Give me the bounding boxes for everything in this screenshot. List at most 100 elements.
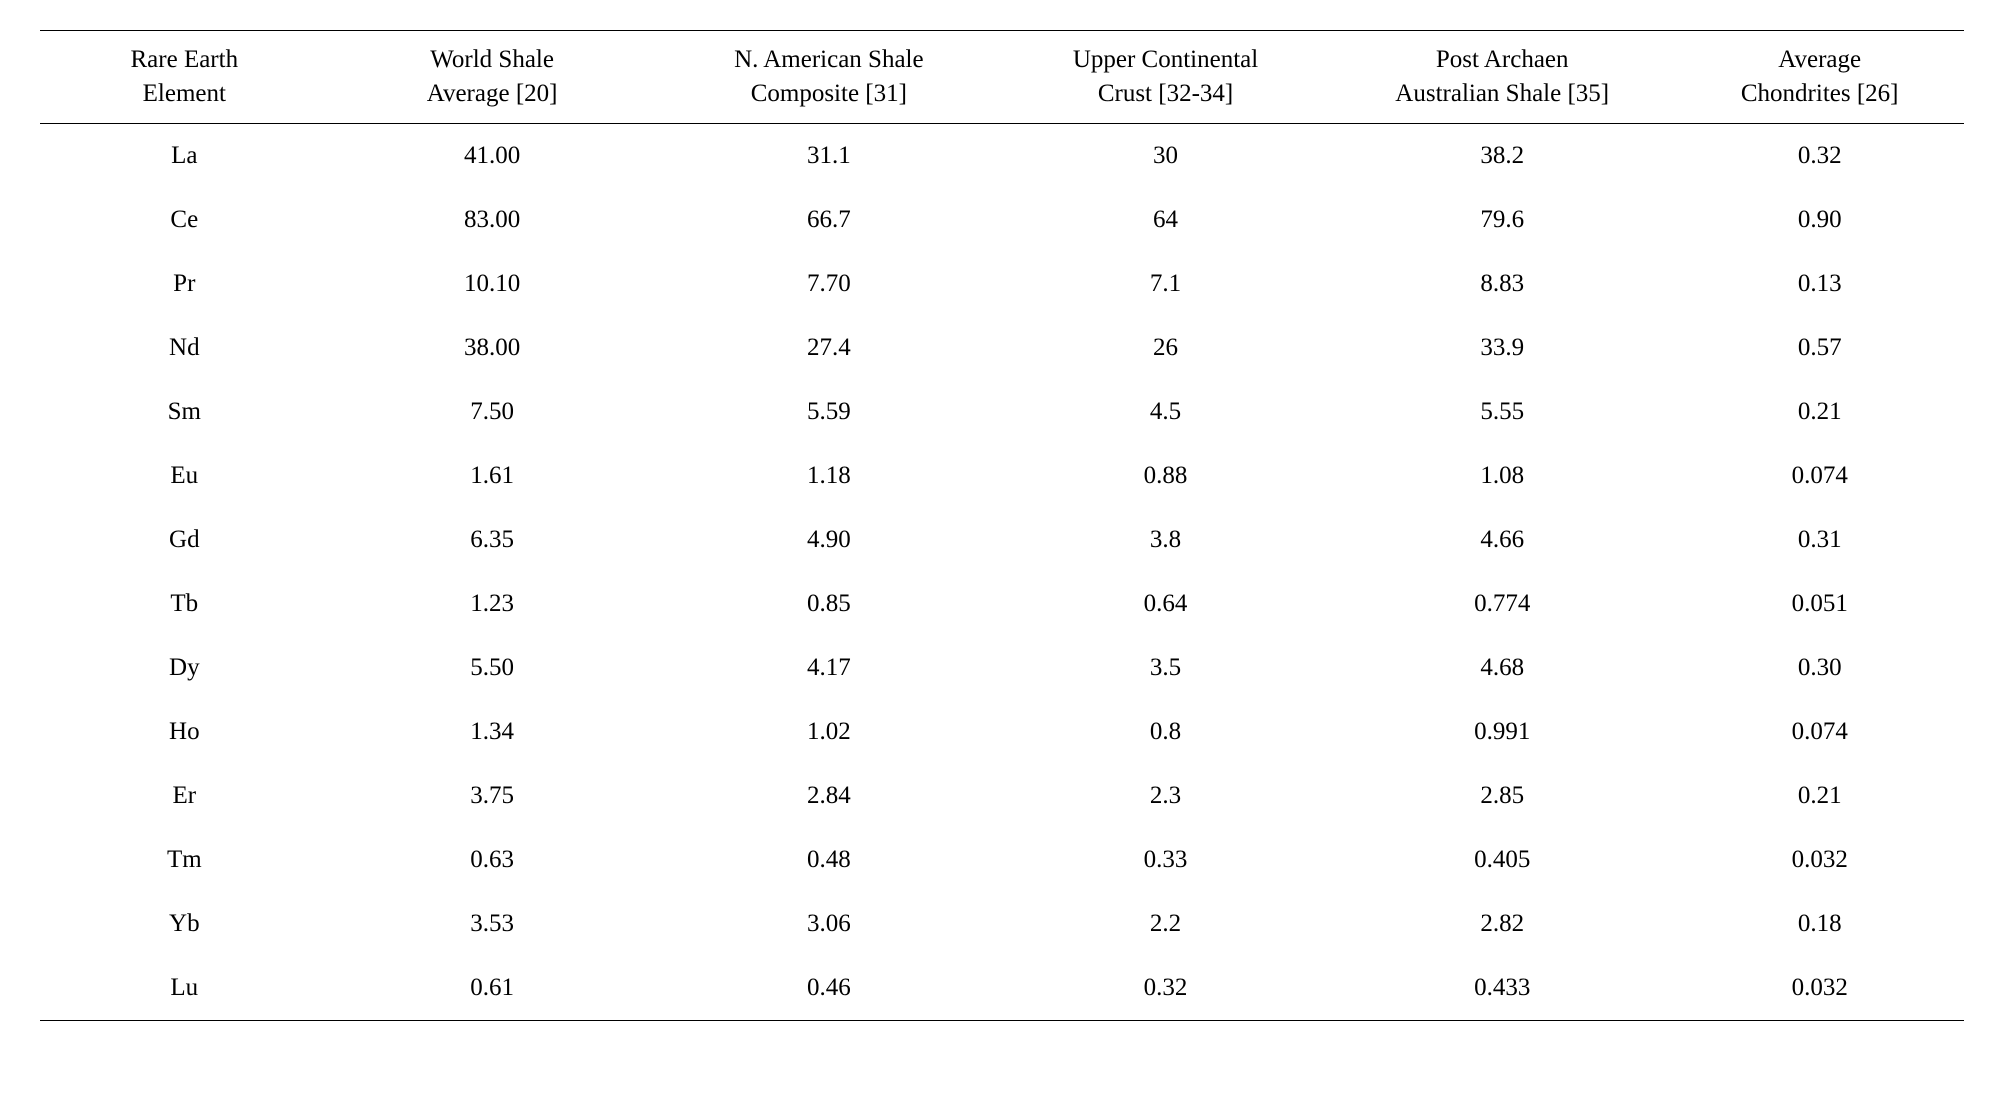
table-body: La41.0031.13038.20.32Ce83.0066.76479.60.… (40, 123, 1964, 1020)
table-cell: 1.08 (1329, 444, 1675, 508)
table-cell: Sm (40, 380, 329, 444)
table-cell: 1.02 (656, 700, 1002, 764)
table-cell: 4.5 (1002, 380, 1329, 444)
table-cell: 0.57 (1675, 316, 1964, 380)
table-cell: 0.8 (1002, 700, 1329, 764)
table-cell: 10.10 (329, 252, 656, 316)
table-cell: 2.2 (1002, 892, 1329, 956)
table-cell: 0.21 (1675, 764, 1964, 828)
table-cell: 0.46 (656, 956, 1002, 1021)
table-cell: 0.30 (1675, 636, 1964, 700)
table-cell: 30 (1002, 123, 1329, 188)
table-row: Gd6.354.903.84.660.31 (40, 508, 1964, 572)
header-line1: Post Archaen (1436, 46, 1569, 73)
header-line1: World Shale (430, 46, 554, 73)
table-cell: Ce (40, 188, 329, 252)
table-cell: 3.53 (329, 892, 656, 956)
table-cell: 0.13 (1675, 252, 1964, 316)
table-cell: 5.50 (329, 636, 656, 700)
table-cell: 2.84 (656, 764, 1002, 828)
table-row: Er3.752.842.32.850.21 (40, 764, 1964, 828)
header-line2: Element (143, 80, 226, 107)
table-cell: 3.5 (1002, 636, 1329, 700)
table-cell: 8.83 (1329, 252, 1675, 316)
table-cell: Eu (40, 444, 329, 508)
table-cell: 33.9 (1329, 316, 1675, 380)
table-cell: 2.3 (1002, 764, 1329, 828)
header-line2: Crust [32-34] (1098, 80, 1233, 107)
header-line1: Average (1778, 46, 1861, 73)
table-cell: Gd (40, 508, 329, 572)
table-header-cell: Rare Earth Element (40, 31, 329, 124)
table-row: Ho1.341.020.80.9910.074 (40, 700, 1964, 764)
table-cell: 0.032 (1675, 956, 1964, 1021)
header-line1: N. American Shale (734, 46, 924, 73)
table-cell: 26 (1002, 316, 1329, 380)
table-header-cell: Upper Continental Crust [32-34] (1002, 31, 1329, 124)
table-cell: 0.074 (1675, 444, 1964, 508)
table-cell: La (40, 123, 329, 188)
table-cell: 4.66 (1329, 508, 1675, 572)
table-cell: 0.074 (1675, 700, 1964, 764)
table-cell: 0.33 (1002, 828, 1329, 892)
table-cell: 7.70 (656, 252, 1002, 316)
table-cell: 0.774 (1329, 572, 1675, 636)
header-line2: Chondrites [26] (1741, 80, 1899, 107)
table-row: Nd38.0027.42633.90.57 (40, 316, 1964, 380)
table-cell: 0.032 (1675, 828, 1964, 892)
table-row: Tm0.630.480.330.4050.032 (40, 828, 1964, 892)
table-row: Lu0.610.460.320.4330.032 (40, 956, 1964, 1021)
table-cell: 4.68 (1329, 636, 1675, 700)
header-line1: Rare Earth (131, 46, 239, 73)
table-cell: 3.8 (1002, 508, 1329, 572)
table-cell: 64 (1002, 188, 1329, 252)
table-row: Sm7.505.594.55.550.21 (40, 380, 1964, 444)
table-row: Eu1.611.180.881.080.074 (40, 444, 1964, 508)
table-cell: Tb (40, 572, 329, 636)
table-cell: 66.7 (656, 188, 1002, 252)
header-line2: Average [20] (427, 80, 558, 107)
table-row: Yb3.533.062.22.820.18 (40, 892, 1964, 956)
table-cell: 0.88 (1002, 444, 1329, 508)
table-cell: 1.23 (329, 572, 656, 636)
table-row: Pr10.107.707.18.830.13 (40, 252, 1964, 316)
table-cell: 2.82 (1329, 892, 1675, 956)
table-row: Ce83.0066.76479.60.90 (40, 188, 1964, 252)
table-row: Tb1.230.850.640.7740.051 (40, 572, 1964, 636)
table-cell: 0.433 (1329, 956, 1675, 1021)
table-cell: 0.991 (1329, 700, 1675, 764)
table-cell: 0.051 (1675, 572, 1964, 636)
table-cell: 7.1 (1002, 252, 1329, 316)
table-cell: 4.17 (656, 636, 1002, 700)
table-header-row: Rare Earth Element World Shale Average [… (40, 31, 1964, 124)
table-cell: Tm (40, 828, 329, 892)
table-cell: 0.405 (1329, 828, 1675, 892)
table-cell: 3.06 (656, 892, 1002, 956)
table-header-cell: N. American Shale Composite [31] (656, 31, 1002, 124)
header-line2: Australian Shale [35] (1395, 80, 1609, 107)
header-line2: Composite [31] (751, 80, 907, 107)
table-cell: 0.63 (329, 828, 656, 892)
table-cell: 0.61 (329, 956, 656, 1021)
table-cell: Dy (40, 636, 329, 700)
table-cell: 4.90 (656, 508, 1002, 572)
table-cell: 27.4 (656, 316, 1002, 380)
table-cell: 0.32 (1002, 956, 1329, 1021)
table-cell: 0.31 (1675, 508, 1964, 572)
ree-reference-table: Rare Earth Element World Shale Average [… (40, 30, 1964, 1021)
table-cell: 0.21 (1675, 380, 1964, 444)
table-header-cell: Post Archaen Australian Shale [35] (1329, 31, 1675, 124)
table-cell: 41.00 (329, 123, 656, 188)
table-cell: Yb (40, 892, 329, 956)
table-cell: 2.85 (1329, 764, 1675, 828)
table-cell: 0.18 (1675, 892, 1964, 956)
table-cell: 38.2 (1329, 123, 1675, 188)
table-cell: 1.61 (329, 444, 656, 508)
table-cell: 1.34 (329, 700, 656, 764)
table-cell: 6.35 (329, 508, 656, 572)
table-cell: 1.18 (656, 444, 1002, 508)
table-cell: 5.59 (656, 380, 1002, 444)
table-cell: Nd (40, 316, 329, 380)
table-cell: Lu (40, 956, 329, 1021)
table-row: Dy5.504.173.54.680.30 (40, 636, 1964, 700)
